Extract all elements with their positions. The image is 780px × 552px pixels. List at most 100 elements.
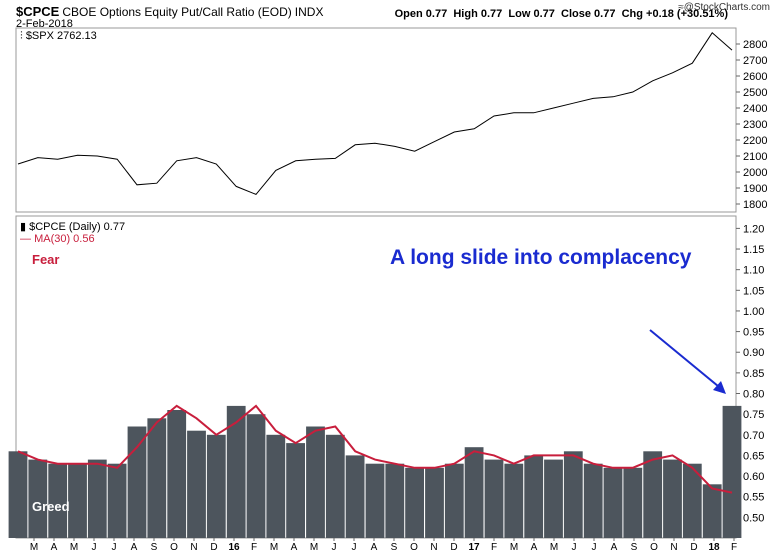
cpce-y-tick-label: 0.65 — [743, 450, 764, 462]
x-tick-label: D — [690, 542, 697, 552]
x-tick-label: F — [251, 542, 257, 552]
cpce-bar — [464, 447, 484, 538]
x-tick-label: A — [51, 542, 58, 552]
spx-y-tick-label: 1900 — [743, 183, 767, 195]
stockcharts-brand: ≈@StockCharts.com — [678, 2, 770, 13]
cpce-bar — [187, 430, 206, 538]
cpce-bar — [385, 463, 405, 538]
x-tick-label: 16 — [228, 542, 240, 552]
x-tick-label: S — [391, 542, 398, 552]
chart-date: 2-Feb-2018 — [16, 18, 73, 30]
spx-y-tick-label: 2500 — [743, 87, 767, 99]
cpce-bar — [28, 459, 48, 538]
cpce-y-axis: 0.50 0.55 0.60 0.65 0.70 0.75 0.80 0.85 0.90 0.95… — [736, 223, 764, 524]
x-tick-label: D — [210, 542, 217, 552]
cpce-bar — [286, 443, 305, 538]
cpce-bar — [623, 467, 643, 538]
cpce-bar — [583, 463, 603, 538]
cpce-y-tick-label: 0.80 — [743, 389, 764, 401]
x-tick-label: F — [491, 542, 497, 552]
cpce-y-tick-label: 1.05 — [743, 285, 764, 297]
x-tick-label: F — [731, 542, 737, 552]
x-tick-label: O — [650, 542, 658, 552]
cpce-bar — [127, 426, 147, 538]
cpce-bars — [8, 405, 742, 538]
cpce-bar — [524, 455, 544, 538]
cpce-y-tick-label: 0.75 — [743, 409, 764, 421]
bars-icon: ▮ — [20, 221, 30, 233]
spx-legend: ⫶ $SPX 2762.13 — [20, 30, 97, 42]
spx-y-tick-label: 2400 — [743, 103, 767, 115]
cpce-bar — [563, 451, 583, 538]
cpce-bar — [722, 405, 742, 538]
spx-panel-frame — [15, 27, 737, 213]
cpce-bar — [643, 451, 663, 538]
cpce-bar — [425, 467, 444, 538]
x-tick-label: J — [92, 542, 97, 552]
spx-y-tick-label: 1800 — [743, 199, 767, 211]
cpce-bar — [365, 463, 385, 538]
x-tick-label: O — [170, 542, 178, 552]
cpce-bar — [226, 405, 246, 538]
x-tick-label: N — [670, 542, 677, 552]
greed-label: Greed — [32, 499, 70, 514]
x-tick-label: N — [190, 542, 197, 552]
ohlc-readout: Open 0.77 High 0.77 Low 0.77 Close 0.77 … — [394, 8, 728, 20]
cpce-y-tick-label: 0.70 — [743, 430, 764, 442]
x-tick-label: M — [510, 542, 518, 552]
stockcharts-wave-icon: ≈ — [678, 2, 684, 13]
x-tick-label: M — [550, 542, 558, 552]
x-tick-label: N — [430, 542, 437, 552]
cpce-y-tick-label: 1.15 — [743, 244, 764, 256]
cpce-y-tick-label: 0.85 — [743, 368, 764, 380]
cpce-y-tick-label: 0.60 — [743, 471, 764, 483]
spx-y-tick-label: 2000 — [743, 167, 767, 179]
x-tick-label: D — [450, 542, 457, 552]
spx-y-axis: 1800 1900 2000 2100 2200 2300 2400 2500 2600 2700… — [736, 39, 767, 211]
x-tick-label: A — [531, 542, 538, 552]
x-tick-label: M — [30, 542, 38, 552]
annotation-arrow — [649, 329, 726, 394]
cpce-bar — [68, 463, 87, 538]
cpce-bar — [663, 459, 682, 538]
cpce-bar — [8, 451, 28, 538]
cpce-bar — [147, 418, 167, 538]
cpce-y-tick-label: 0.55 — [743, 492, 764, 504]
spx-y-tick-label: 2100 — [743, 151, 767, 163]
cpce-bar — [325, 434, 345, 538]
x-tick-label: A — [611, 542, 618, 552]
x-tick-label: 18 — [708, 542, 720, 552]
x-tick-label: J — [112, 542, 117, 552]
cpce-bar — [444, 463, 464, 538]
spx-y-tick-label: 2800 — [743, 39, 767, 51]
spx-y-tick-label: 2600 — [743, 71, 767, 83]
cpce-y-tick-label: 1.00 — [743, 306, 764, 318]
cpce-y-tick-label: 0.95 — [743, 327, 764, 339]
x-tick-label: J — [592, 542, 597, 552]
cpce-y-tick-label: 1.10 — [743, 265, 764, 277]
bars-icon: ⫶ — [20, 30, 26, 42]
x-tick-label: A — [131, 542, 138, 552]
x-tick-label: A — [291, 542, 298, 552]
x-tick-label: J — [332, 542, 337, 552]
ma-legend: — MA(30) 0.56 — [20, 233, 95, 245]
spx-y-tick-label: 2700 — [743, 55, 767, 67]
cpce-ma30-line — [17, 404, 733, 494]
cpce-bar — [246, 414, 266, 538]
cpce-bar — [266, 434, 286, 538]
cpce-legend: ▮ $CPCE (Daily) 0.77 — [20, 221, 126, 233]
spx-y-tick-label: 2300 — [743, 119, 767, 131]
x-tick-label: 17 — [468, 542, 480, 552]
x-tick-label: M — [310, 542, 318, 552]
x-axis-labels: M A M J J A S O N D 16 F M A M J J A S O N D 17 F M A M J J A S O N D 18 F — [30, 538, 737, 552]
cpce-bar — [484, 459, 504, 538]
cpce-bar — [603, 467, 623, 538]
cpce-y-tick-label: 0.90 — [743, 347, 764, 359]
fear-label: Fear — [32, 252, 60, 267]
cpce-bar — [702, 484, 722, 538]
cpce-bar — [405, 467, 424, 538]
x-tick-label: J — [572, 542, 577, 552]
x-tick-label: M — [270, 542, 278, 552]
